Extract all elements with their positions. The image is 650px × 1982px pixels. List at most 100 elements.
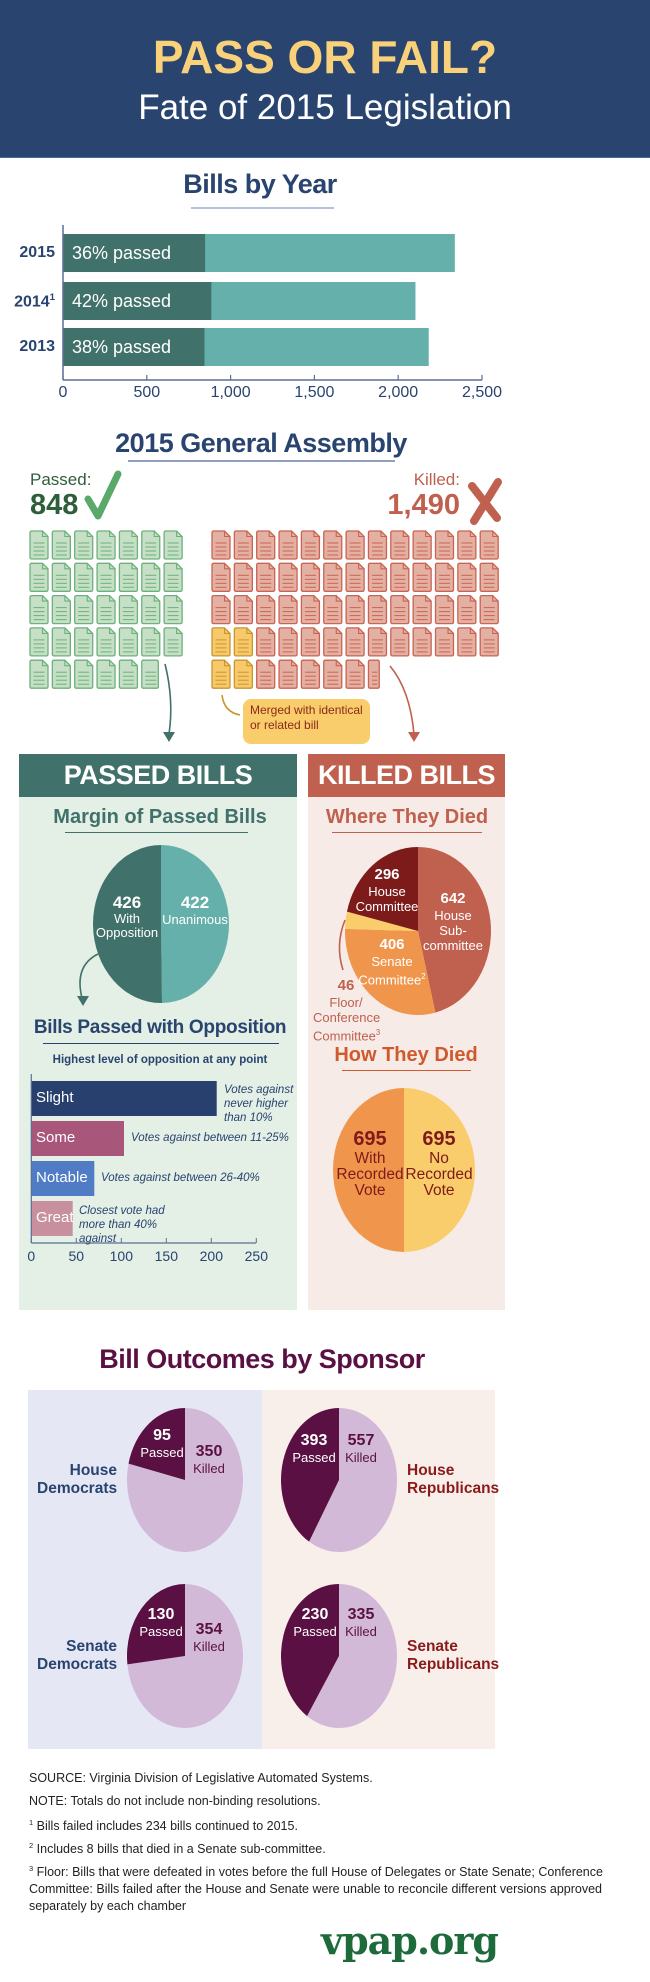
footnote-text: Includes 8 bills that died in a Senate s… [36,1842,326,1857]
passed-bill-icon [96,627,116,657]
pie-value: 406 [379,936,405,953]
footnote-mark: 1 [49,292,55,303]
merged-bill-icon [233,659,253,689]
pie-value: 296 [374,866,400,883]
senate-democrats-label: Senate Democrats [37,1638,118,1673]
footnote-text: Bills failed includes 234 bills continue… [36,1819,298,1834]
bar-data-label: 38% passed [72,337,172,357]
killed-count: 1,490 [387,489,460,521]
passed-bill-icon-fold [176,627,183,634]
passed-label: Passed [293,1624,337,1639]
passed-bill-icon [29,562,49,592]
killed-bill-icon [323,627,343,657]
x-tick-label: 250 [244,1248,268,1264]
killed-bill-icon [345,530,365,560]
opposition-subtitle: Highest level of opposition at any point [52,1054,268,1066]
how-died-title: How They Died [334,1044,478,1066]
merged-bill-icon-fold [246,660,253,667]
passed-bill-icon [141,530,161,560]
passed-bill-icon-fold [131,531,138,538]
killed-bill-icon [323,659,343,689]
passed-bill-icon [118,562,139,592]
footnote-mark: 1 [29,1818,34,1827]
merged-bill-icon [233,627,253,657]
pie-label: House Committee [354,884,420,914]
passed-bill-icon-fold [64,627,71,634]
pie-label: No Recorded Vote [405,1150,473,1199]
killed-bill-icon-fold [223,595,230,602]
passed-label: Passed [139,1624,183,1639]
margin-title: Margin of Passed Bills [53,806,267,828]
killed-bill-icon [479,562,499,592]
killed-bill-icon-fold [380,595,387,602]
pie-value: 695 [353,1128,387,1150]
pie-value: 422 [180,893,210,912]
killed-bill-icon-fold [402,595,409,602]
killed-bill-icon [211,594,231,625]
killed-bill-icon-fold [358,595,365,602]
killed-bill-icon [345,627,365,657]
passed-bill-icon [96,562,116,592]
passed-bill-icon-fold [153,563,160,570]
killed-bill-icon [367,659,380,689]
passed-value: 130 [147,1606,175,1623]
passed-bill-icon [118,594,139,625]
footnote-3: 3 Floor: Bills that were defeated in vot… [29,1860,619,1915]
passed-bills-header: PASSED BILLS [19,754,297,797]
killed-bill-icon [412,594,432,625]
killed-bill-icon-fold [447,627,454,634]
pie-value: 46 [337,977,355,994]
killed-bill-icon-fold [246,563,253,570]
killed-bill-icon-fold [335,660,342,667]
passed-bill-icon [96,594,116,625]
passed-bill-icon-fold [41,595,48,602]
killed-bill-icon-fold [291,627,298,634]
footnote-2: 2 Includes 8 bills that died in a Senate… [29,1838,629,1857]
killed-bill-icon-fold [358,531,365,538]
passed-bill-icon [163,627,183,657]
passed-bill-icon [74,530,94,560]
passed-bill-icon [51,594,71,625]
pie-label-text: House Sub-committee [423,908,483,953]
killed-bill-icon [390,594,410,625]
footnote-mark: 3 [375,1028,381,1037]
passed-bill-icon-fold [64,595,71,602]
killed-bill-icon [300,594,321,625]
killed-value: 335 [347,1606,375,1623]
year-text: 2015 [19,244,55,261]
passed-bill-icon-fold [109,531,116,538]
passed-value: 393 [300,1432,328,1449]
footnote-mark: 2 [29,1841,34,1850]
pie-label: With Opposition [95,911,159,940]
killed-bill-icon [256,562,276,592]
passed-bill-icon-fold [41,531,48,538]
killed-bill-icon-fold [246,531,253,538]
killed-bill-icon-fold [492,563,499,570]
killed-bill-icon-fold [291,595,298,602]
merged-bill-icon-fold [223,627,230,634]
senate-republicans-label: Senate Republicans [407,1638,500,1673]
vpap-logo[interactable]: vpap.org [320,1918,499,1963]
opposition-title: Bills Passed with Opposition [33,1017,287,1038]
passed-bill-icon [29,594,49,625]
killed-bill-icon-fold [469,563,476,570]
x-tick-label: 2,500 [461,384,503,401]
passed-label: Passed: [30,470,92,489]
bar-category-label: Some [36,1129,76,1146]
passed-bill-icon-fold [176,563,183,570]
title-underline [65,832,248,833]
bar-data-label: 42% passed [72,291,172,311]
pie-value: 426 [112,893,142,912]
passed-bill-icon-fold [176,595,183,602]
passed-bill-icon-fold [86,660,93,667]
killed-bill-icon [211,530,231,560]
killed-bill-icon-fold [313,563,320,570]
footnote-mark: 3 [29,1864,34,1873]
killed-label: Killed: [413,470,460,489]
killed-bill-icon [367,530,388,560]
passed-bill-icon-fold [86,595,93,602]
killed-bill-icon-fold [335,563,342,570]
passed-bill-icon [141,627,161,657]
killed-bill-icon [300,659,321,689]
killed-bill-icon [457,530,477,560]
